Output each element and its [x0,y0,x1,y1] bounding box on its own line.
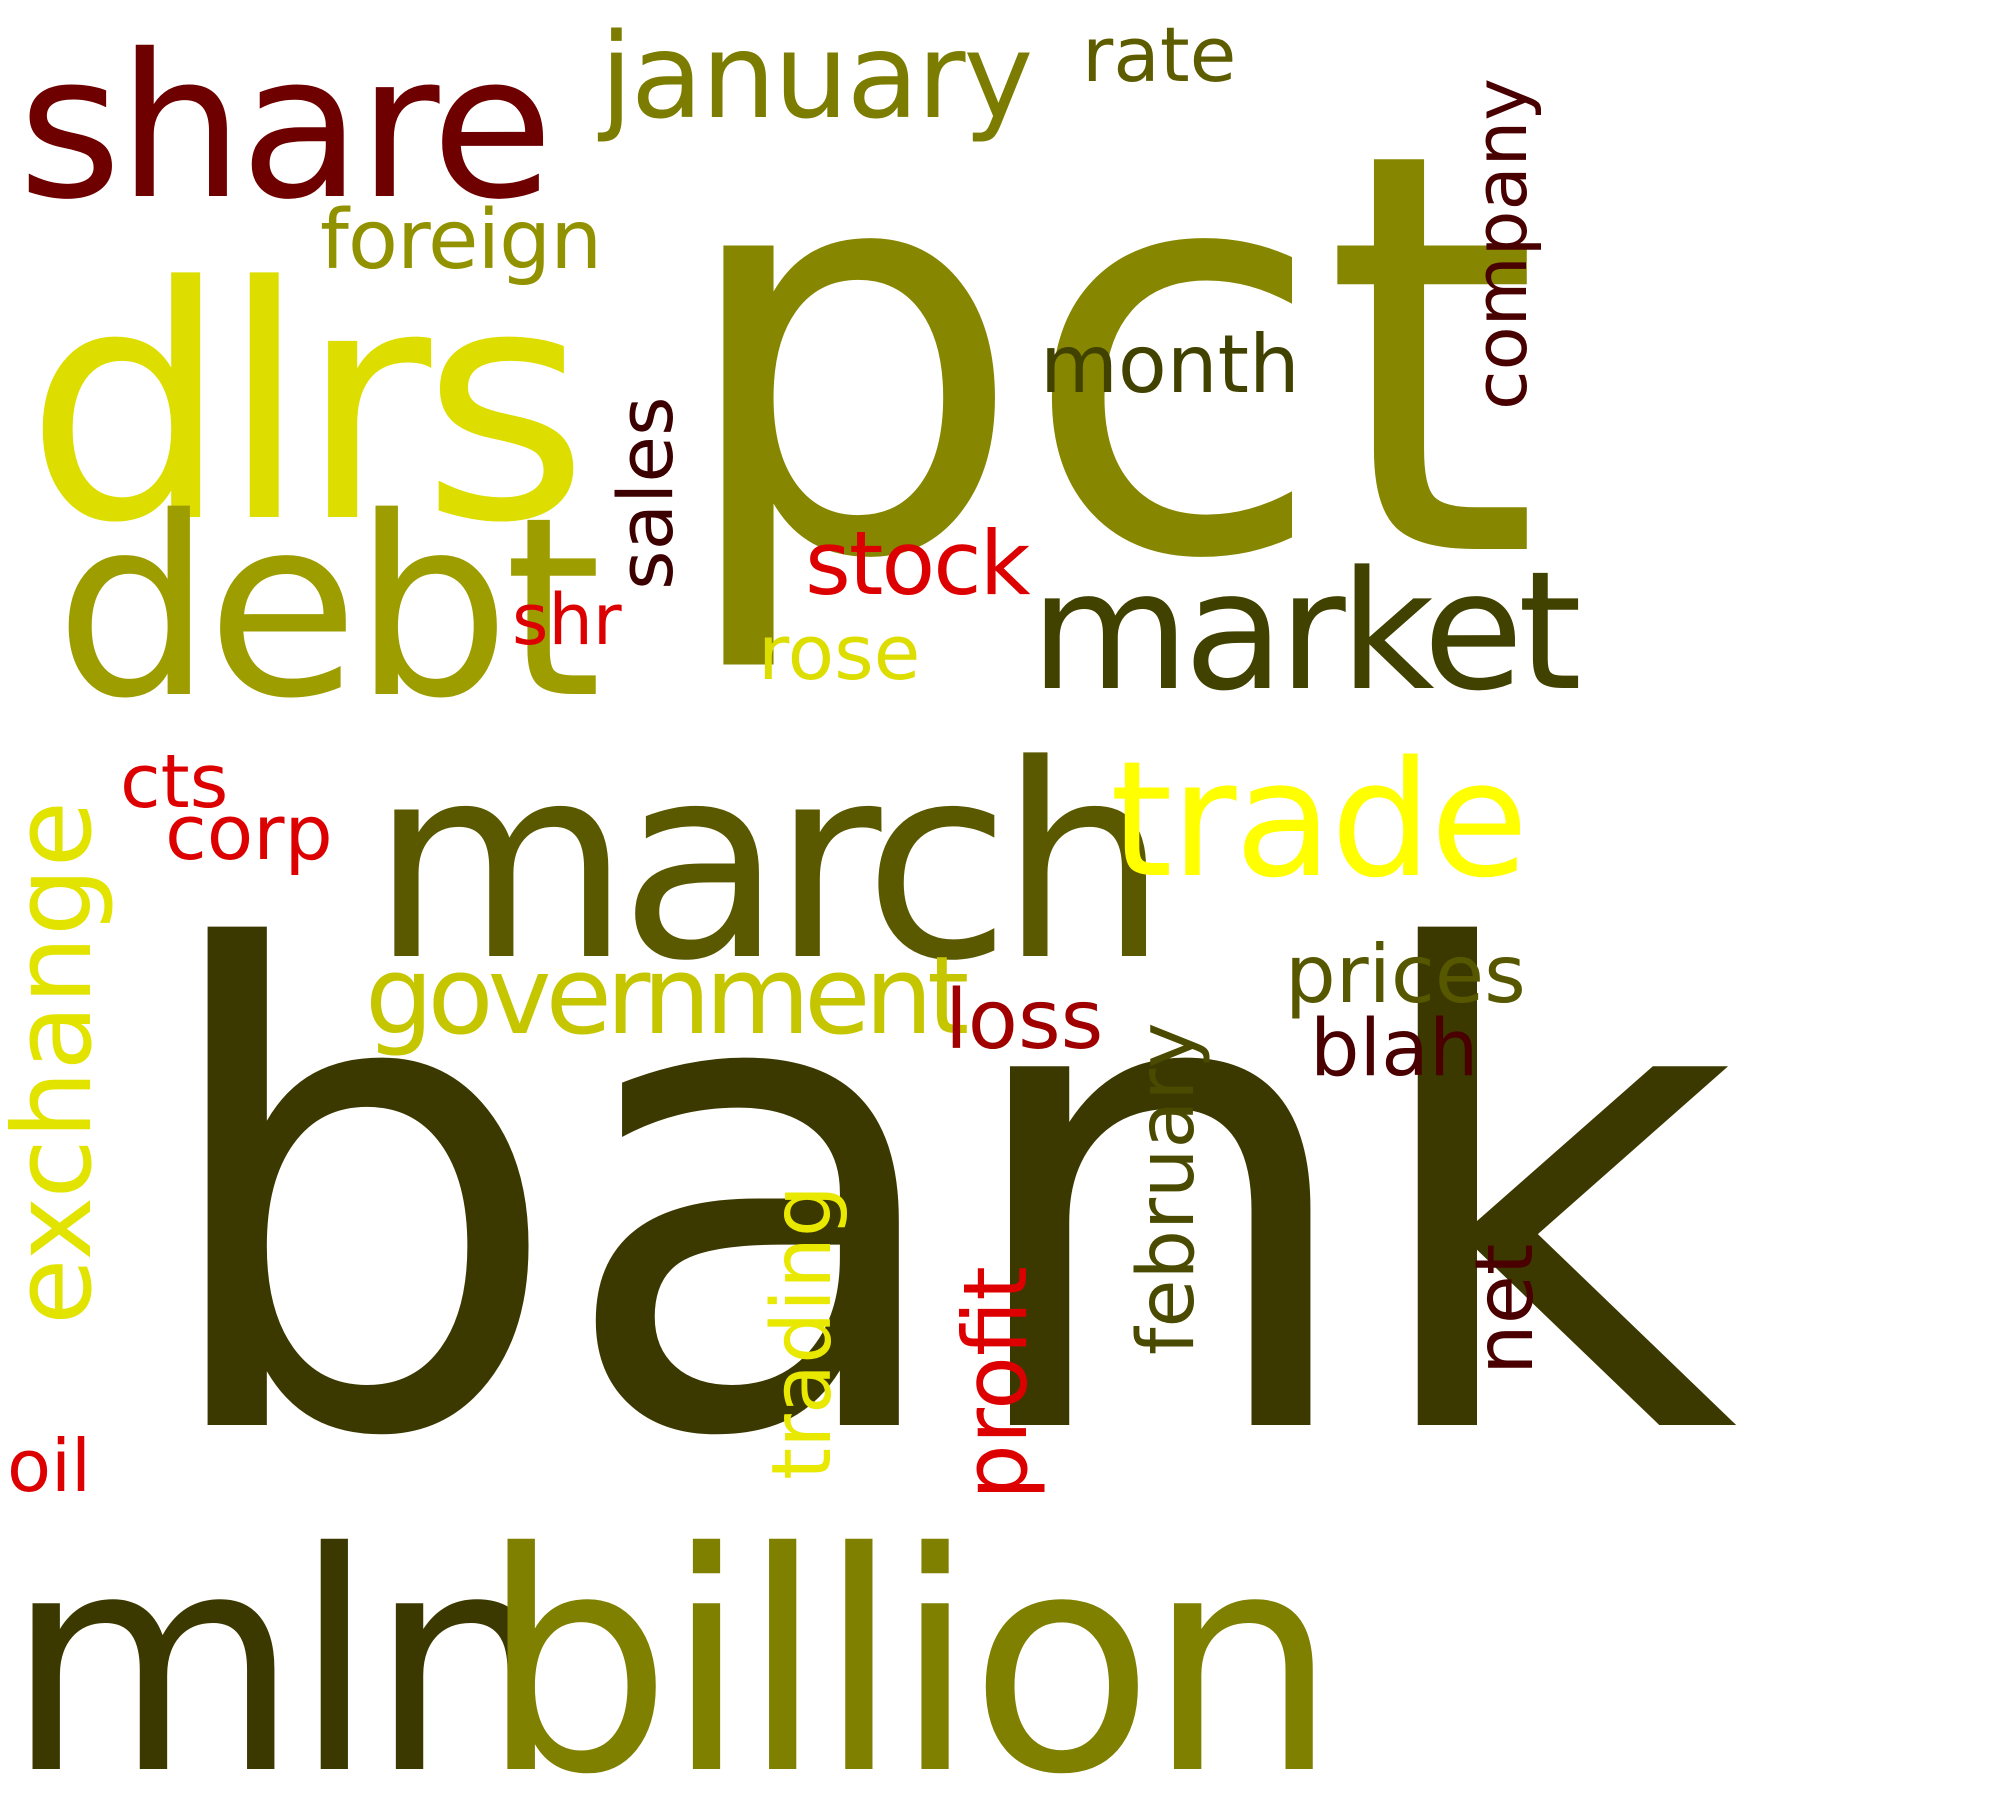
word-month: month [1040,318,1300,411]
word-trade: trade [1110,726,1529,913]
word-market: market [1030,536,1582,727]
word-cts: cts [120,739,229,825]
word-prices: prices [1285,928,1526,1021]
word-rose: rose [758,608,921,697]
word-dlrs: dlrs [25,218,589,593]
word-oil: oil [7,1424,92,1508]
word-sales: sales [601,396,690,590]
word-billion: billion [480,1489,1338,1800]
word-foreign: exchange [0,800,116,1325]
word-loss: loss [945,973,1104,1068]
word-trading: trading [755,1185,850,1480]
word-debt: debt [55,465,602,753]
word-pct: pct [673,34,1540,680]
word-bank: bank [148,816,1738,1580]
word-net: net [1458,1243,1551,1375]
word-share: share [18,11,554,243]
word-rate: rate [1082,10,1237,99]
word-exchange: foreign [320,193,602,288]
word-stock: stock [805,512,1031,615]
word-government: government [365,934,969,1059]
word-corp: corp [165,788,333,877]
word-shr: shr [512,579,622,661]
word-blah: blah [1310,1004,1479,1094]
word-mln: mln [5,1489,560,1800]
word-profit: profit [944,1266,1047,1500]
word-february: february [1122,1022,1212,1356]
word-january: january [600,7,1033,145]
word-company: company [1459,78,1543,410]
word-march: march [370,708,1169,1020]
